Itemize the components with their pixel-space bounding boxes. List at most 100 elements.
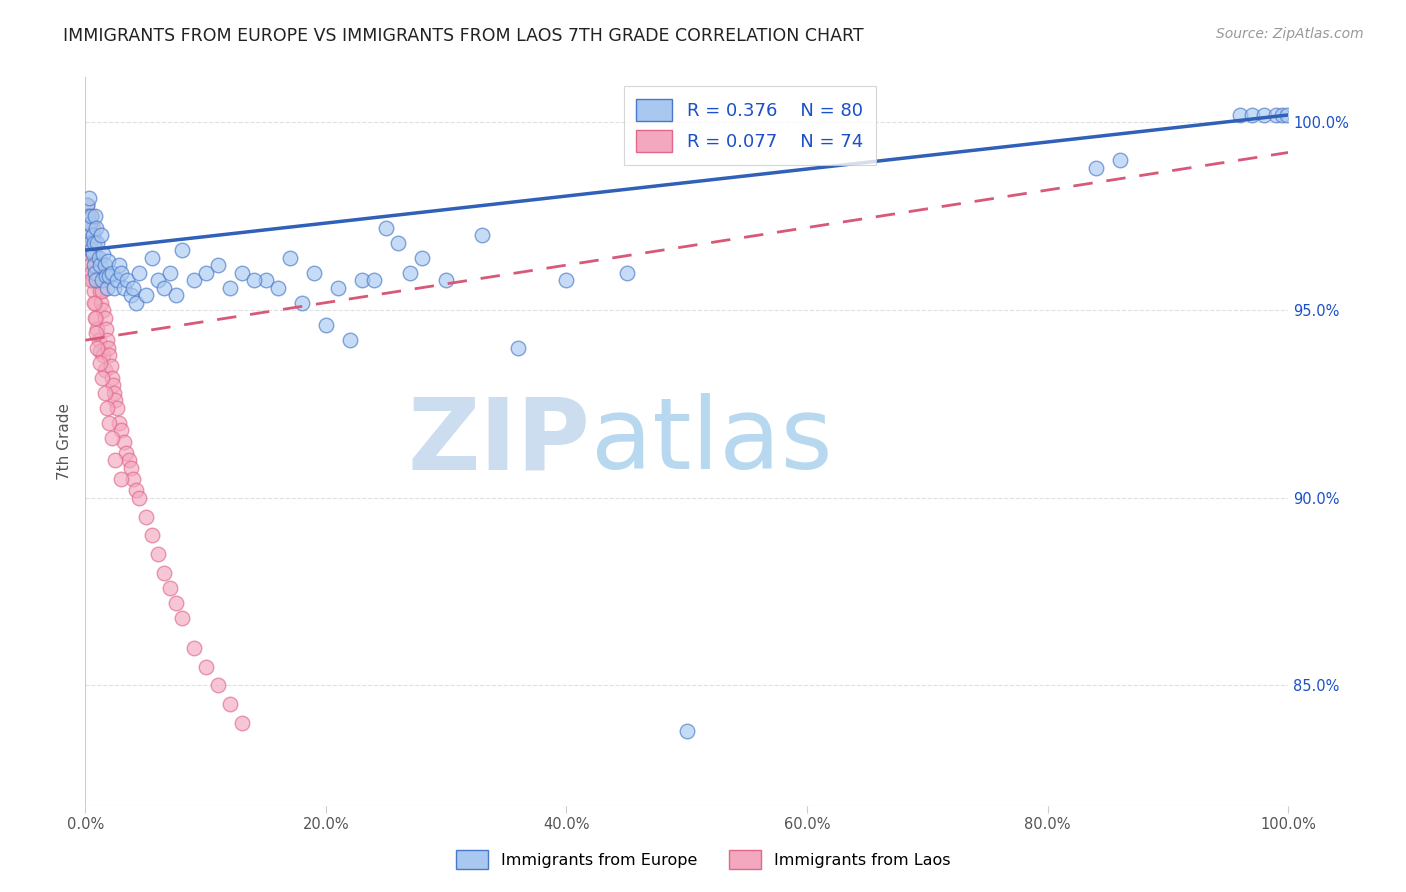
Point — [278, 251, 301, 265]
Point — [77, 247, 100, 261]
Point — [326, 280, 349, 294]
Point — [89, 258, 111, 272]
Point — [110, 266, 132, 280]
Point — [94, 322, 117, 336]
Point — [125, 295, 148, 310]
Point — [134, 509, 156, 524]
Point — [170, 611, 193, 625]
Point — [76, 220, 98, 235]
Point — [159, 581, 181, 595]
Point — [1084, 161, 1107, 175]
Point — [98, 348, 121, 362]
Point — [76, 235, 98, 250]
Point — [96, 280, 118, 294]
Point — [1253, 108, 1275, 122]
Point — [675, 723, 697, 738]
Point — [1108, 153, 1130, 167]
Point — [152, 280, 174, 294]
Point — [87, 273, 110, 287]
Text: Source: ZipAtlas.com: Source: ZipAtlas.com — [1216, 27, 1364, 41]
Point — [80, 210, 103, 224]
Point — [103, 280, 125, 294]
Point — [80, 210, 103, 224]
Point — [79, 235, 101, 250]
Point — [165, 596, 187, 610]
Point — [101, 266, 124, 280]
Point — [159, 266, 181, 280]
Point — [76, 198, 98, 212]
Point — [84, 247, 107, 261]
Point — [108, 258, 131, 272]
Point — [105, 401, 128, 415]
Point — [387, 235, 409, 250]
Point — [82, 273, 104, 287]
Point — [82, 247, 104, 261]
Point — [1275, 108, 1298, 122]
Point — [97, 254, 120, 268]
Point — [375, 220, 398, 235]
Point — [242, 273, 264, 287]
Point — [115, 446, 138, 460]
Point — [1240, 108, 1263, 122]
Point — [411, 251, 433, 265]
Point — [94, 269, 117, 284]
Point — [91, 273, 114, 287]
Point — [96, 333, 118, 347]
Point — [84, 295, 107, 310]
Point — [84, 220, 107, 235]
Point — [104, 393, 127, 408]
Point — [90, 295, 112, 310]
Point — [93, 385, 115, 400]
Point — [125, 483, 148, 498]
Y-axis label: 7th Grade: 7th Grade — [58, 403, 72, 480]
Point — [84, 326, 107, 340]
Point — [146, 273, 169, 287]
Point — [128, 266, 150, 280]
Point — [434, 273, 457, 287]
Point — [87, 251, 110, 265]
Point — [101, 431, 124, 445]
Point — [83, 285, 105, 299]
Point — [146, 547, 169, 561]
Point — [110, 472, 132, 486]
Text: atlas: atlas — [591, 393, 832, 490]
Point — [302, 266, 325, 280]
Point — [103, 385, 125, 400]
Point — [86, 341, 108, 355]
Point — [194, 659, 217, 673]
Point — [100, 359, 122, 374]
Point — [218, 698, 240, 712]
Point — [120, 288, 142, 302]
Point — [183, 640, 205, 655]
Point — [84, 258, 107, 272]
Point — [350, 273, 373, 287]
Point — [83, 235, 105, 250]
Point — [83, 295, 105, 310]
Point — [76, 210, 98, 224]
Point — [77, 228, 100, 243]
Point — [267, 280, 290, 294]
Point — [86, 266, 108, 280]
Point — [80, 266, 103, 280]
Point — [89, 344, 111, 359]
Point — [1265, 108, 1288, 122]
Legend: R = 0.376    N = 80, R = 0.077    N = 74: R = 0.376 N = 80, R = 0.077 N = 74 — [624, 87, 876, 165]
Point — [80, 243, 103, 257]
Point — [104, 453, 127, 467]
Point — [91, 370, 114, 384]
Point — [194, 266, 217, 280]
Point — [101, 378, 124, 392]
Point — [141, 251, 163, 265]
Point — [117, 273, 139, 287]
Point — [93, 258, 115, 272]
Point — [231, 716, 253, 731]
Point — [141, 528, 163, 542]
Point — [90, 228, 112, 243]
Point — [207, 258, 229, 272]
Point — [555, 273, 578, 287]
Point — [80, 273, 103, 287]
Point — [76, 210, 98, 224]
Point — [399, 266, 422, 280]
Point — [77, 217, 100, 231]
Point — [79, 228, 101, 243]
